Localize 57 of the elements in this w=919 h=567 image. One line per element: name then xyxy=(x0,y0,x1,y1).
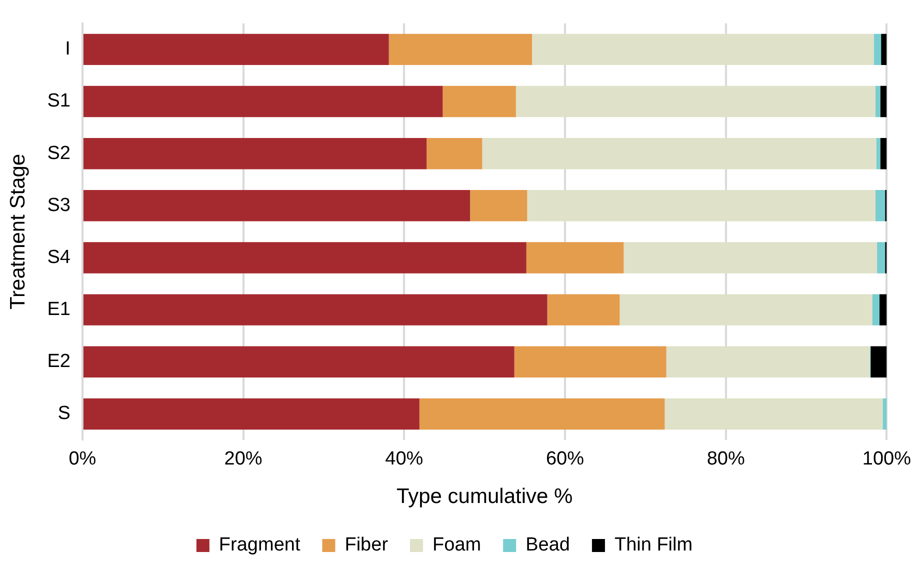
bar xyxy=(426,138,482,170)
bar xyxy=(880,86,887,118)
bar xyxy=(482,138,876,170)
x-axis-title: Type cumulative % xyxy=(396,485,573,508)
y-tick-label: E1 xyxy=(47,299,70,320)
bar xyxy=(83,346,514,378)
legend-label: Thin Film xyxy=(614,534,693,556)
y-axis-title: Treatment Stage xyxy=(6,154,30,310)
bar xyxy=(870,346,887,378)
bar xyxy=(624,242,878,274)
bar xyxy=(881,34,887,66)
y-tick-label: S1 xyxy=(47,90,70,112)
bar xyxy=(879,294,887,326)
y-tick-label: S xyxy=(58,403,70,424)
bar xyxy=(875,86,880,118)
legend-label: Fiber xyxy=(344,534,389,556)
y-tick-label: E2 xyxy=(47,351,70,372)
bar xyxy=(83,242,526,274)
x-tick-label: 0% xyxy=(68,448,96,470)
bar xyxy=(83,138,427,170)
x-tick-label: 40% xyxy=(385,448,424,470)
bar xyxy=(547,294,620,326)
legend-label: Foam xyxy=(432,534,482,556)
x-tick-label: 20% xyxy=(224,448,262,470)
bar xyxy=(514,346,666,378)
bar xyxy=(874,34,882,66)
bar xyxy=(516,86,876,118)
x-tick-label: 80% xyxy=(706,448,745,470)
x-tick-label: 60% xyxy=(546,448,584,470)
bar xyxy=(470,190,528,222)
bar xyxy=(872,294,880,326)
bar xyxy=(388,34,532,66)
bar xyxy=(526,242,624,274)
bar xyxy=(442,86,516,118)
bar xyxy=(83,86,443,118)
legend-label: Bead xyxy=(526,534,570,556)
bar xyxy=(664,398,883,430)
bar xyxy=(620,294,872,326)
bar xyxy=(83,398,420,430)
y-tick-label: S2 xyxy=(47,142,70,164)
bar xyxy=(666,346,870,378)
y-tick-label: S4 xyxy=(47,246,71,268)
bar xyxy=(876,138,880,170)
bar xyxy=(532,34,874,66)
bar xyxy=(83,294,548,326)
bar xyxy=(880,138,887,170)
bar xyxy=(877,242,886,274)
bar xyxy=(419,398,665,430)
bar xyxy=(882,398,887,430)
x-tick-label: 100% xyxy=(862,448,912,470)
bar xyxy=(527,190,876,222)
bar xyxy=(83,190,470,222)
bar xyxy=(875,190,886,222)
y-tick-label: I xyxy=(65,38,70,60)
legend-label: Fragment xyxy=(218,534,301,556)
bar xyxy=(83,34,389,66)
y-tick-label: S3 xyxy=(47,194,70,216)
